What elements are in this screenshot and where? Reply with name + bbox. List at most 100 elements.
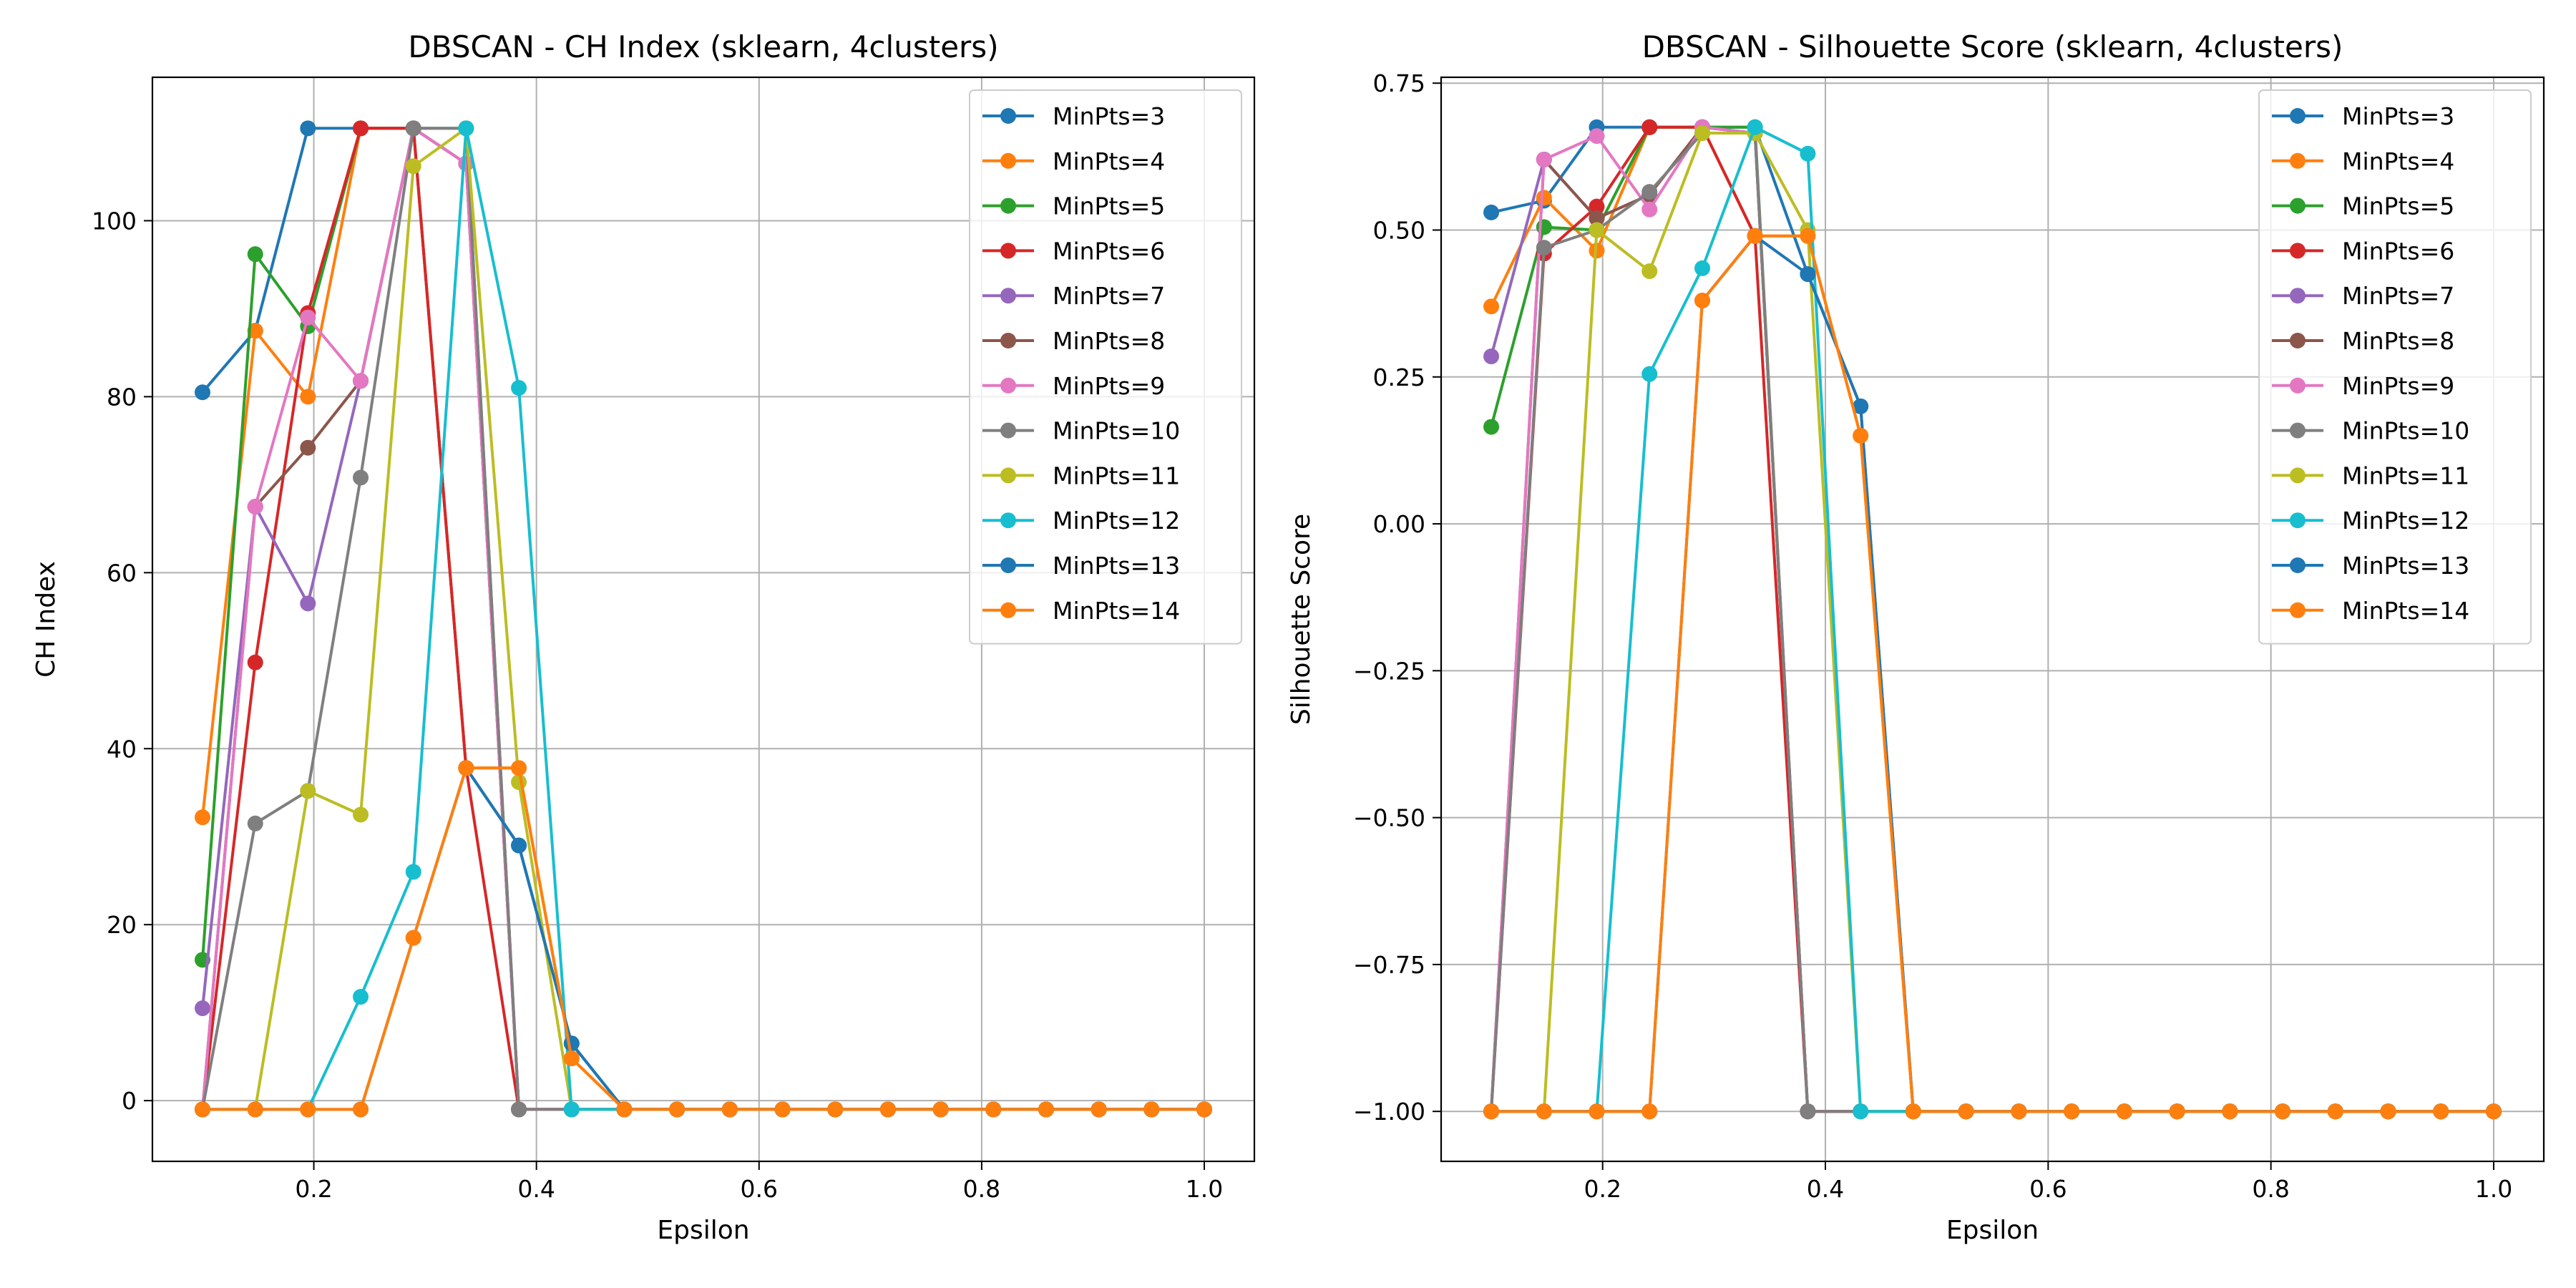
data-point <box>247 499 263 515</box>
legend: MinPts=3 MinPts=4 MinPts=5 MinPts=6 MinPts=7… <box>969 89 1242 645</box>
data-point <box>1694 260 1711 276</box>
y-tick-label: 40 <box>107 735 137 763</box>
legend-label: MinPts=11 <box>2342 462 2469 489</box>
legend-swatch-marker <box>1000 288 1016 304</box>
legend-label: MinPts=3 <box>1053 102 1165 130</box>
y-tick-label: −1.00 <box>1353 1098 1425 1126</box>
data-point <box>1589 1103 1605 1120</box>
data-point <box>1536 190 1552 206</box>
data-point <box>1694 125 1711 142</box>
legend-item: MinPts=11 <box>982 462 1180 489</box>
chart-title: DBSCAN - Silhouette Score (sklearn, 4clu… <box>1642 29 2343 64</box>
x-tick-label: 0.6 <box>741 1175 778 1203</box>
data-point <box>300 783 316 799</box>
legend-swatch-marker <box>2290 602 2306 618</box>
data-point <box>2380 1103 2396 1120</box>
data-point <box>405 158 421 175</box>
x-tick-label: 0.8 <box>2252 1175 2289 1203</box>
data-point <box>2169 1103 2185 1120</box>
data-point <box>1853 398 1869 414</box>
legend-swatch-marker <box>1000 243 1016 259</box>
legend-swatch-marker <box>2290 422 2306 439</box>
legend-swatch-marker <box>1000 557 1016 573</box>
data-point <box>1853 1103 1869 1120</box>
data-point <box>1589 222 1605 238</box>
data-point <box>405 930 421 946</box>
data-point <box>300 595 316 612</box>
legend-swatch-marker <box>2290 152 2306 169</box>
legend-item: MinPts=6 <box>982 237 1165 265</box>
data-point <box>985 1101 1002 1118</box>
legend-label: MinPts=9 <box>1053 372 1165 400</box>
data-point <box>2327 1103 2343 1120</box>
legend-label: MinPts=9 <box>2342 372 2454 400</box>
legend-swatch-marker <box>2290 377 2306 394</box>
legend-label: MinPts=6 <box>2342 237 2454 265</box>
data-point <box>511 1101 527 1118</box>
legend-label: MinPts=3 <box>2342 102 2454 130</box>
data-point <box>2064 1103 2080 1120</box>
data-point <box>1694 293 1711 309</box>
data-point <box>2222 1103 2238 1120</box>
legend-swatch-marker <box>2290 333 2306 348</box>
legend-item: MinPts=8 <box>982 327 1165 355</box>
data-point <box>405 120 421 137</box>
data-point <box>247 1101 263 1118</box>
data-point <box>458 760 474 776</box>
x-tick-label: 0.2 <box>1584 1175 1621 1203</box>
data-point <box>1483 419 1500 435</box>
y-axis-ticks: 0 20 40 60 80 100 <box>92 207 152 1115</box>
data-point <box>300 1101 316 1118</box>
legend-swatch-marker <box>2290 467 2306 484</box>
legend-box <box>969 89 1242 645</box>
legend-item: MinPts=13 <box>2272 552 2469 580</box>
legend-item: MinPts=4 <box>982 147 1165 175</box>
data-point <box>1589 210 1605 227</box>
x-axis-ticks: 0.2 0.4 0.6 0.8 1.0 <box>295 1161 1223 1203</box>
data-point <box>511 774 527 790</box>
legend-item: MinPts=12 <box>982 507 1180 535</box>
data-point <box>1196 1101 1212 1118</box>
data-point <box>353 989 369 1005</box>
y-tick-label: 20 <box>107 911 137 939</box>
legend-label: MinPts=7 <box>2342 282 2454 310</box>
data-point <box>247 815 263 831</box>
data-point <box>2274 1103 2290 1120</box>
y-tick-label: 0.00 <box>1373 510 1425 538</box>
legend-label: MinPts=14 <box>2342 597 2469 625</box>
series-group <box>1483 119 2502 1120</box>
legend-item: MinPts=7 <box>982 282 1165 310</box>
data-point <box>1536 219 1552 235</box>
x-tick-label: 1.0 <box>2475 1175 2512 1203</box>
legend-swatch-marker <box>2290 243 2306 259</box>
data-point <box>1905 1103 1921 1120</box>
legend-label: MinPts=5 <box>2342 192 2454 220</box>
legend-item: MinPts=14 <box>982 597 1180 625</box>
data-point <box>1800 145 1816 162</box>
legend-item: MinPts=12 <box>2272 507 2469 535</box>
chart-title: DBSCAN - CH Index (sklearn, 4clusters) <box>408 29 998 64</box>
series-minpts-14 <box>1483 228 2502 1120</box>
chart-panel-1: 0.2 0.4 0.6 0.8 1.0 0 20 40 60 80 100 DBSCAN - CH I… <box>31 29 1256 1245</box>
data-point <box>300 389 316 405</box>
legend-label: MinPts=10 <box>1053 417 1180 445</box>
data-point <box>247 323 263 339</box>
data-point <box>2011 1103 2027 1120</box>
series-line <box>203 766 1204 1111</box>
data-point <box>1641 184 1658 200</box>
legend-item: MinPts=14 <box>2272 597 2469 625</box>
data-point <box>1143 1101 1160 1118</box>
data-point <box>2433 1103 2449 1120</box>
y-tick-label: 0 <box>122 1087 137 1115</box>
legend-item: MinPts=9 <box>982 372 1165 400</box>
chart-panel-2: 0.2 0.4 0.6 0.8 1.0 −1.00 −0.75 −0.50 −0.25 0.00 0… <box>1287 29 2545 1245</box>
data-point <box>1483 204 1500 220</box>
series-minpts-14 <box>195 760 1212 1118</box>
legend-swatch-marker <box>1000 333 1016 348</box>
data-point <box>511 760 527 776</box>
legend-item: MinPts=10 <box>982 417 1180 445</box>
data-point <box>1483 348 1500 365</box>
data-point <box>1800 228 1816 244</box>
legend-swatch-marker <box>1000 602 1016 618</box>
